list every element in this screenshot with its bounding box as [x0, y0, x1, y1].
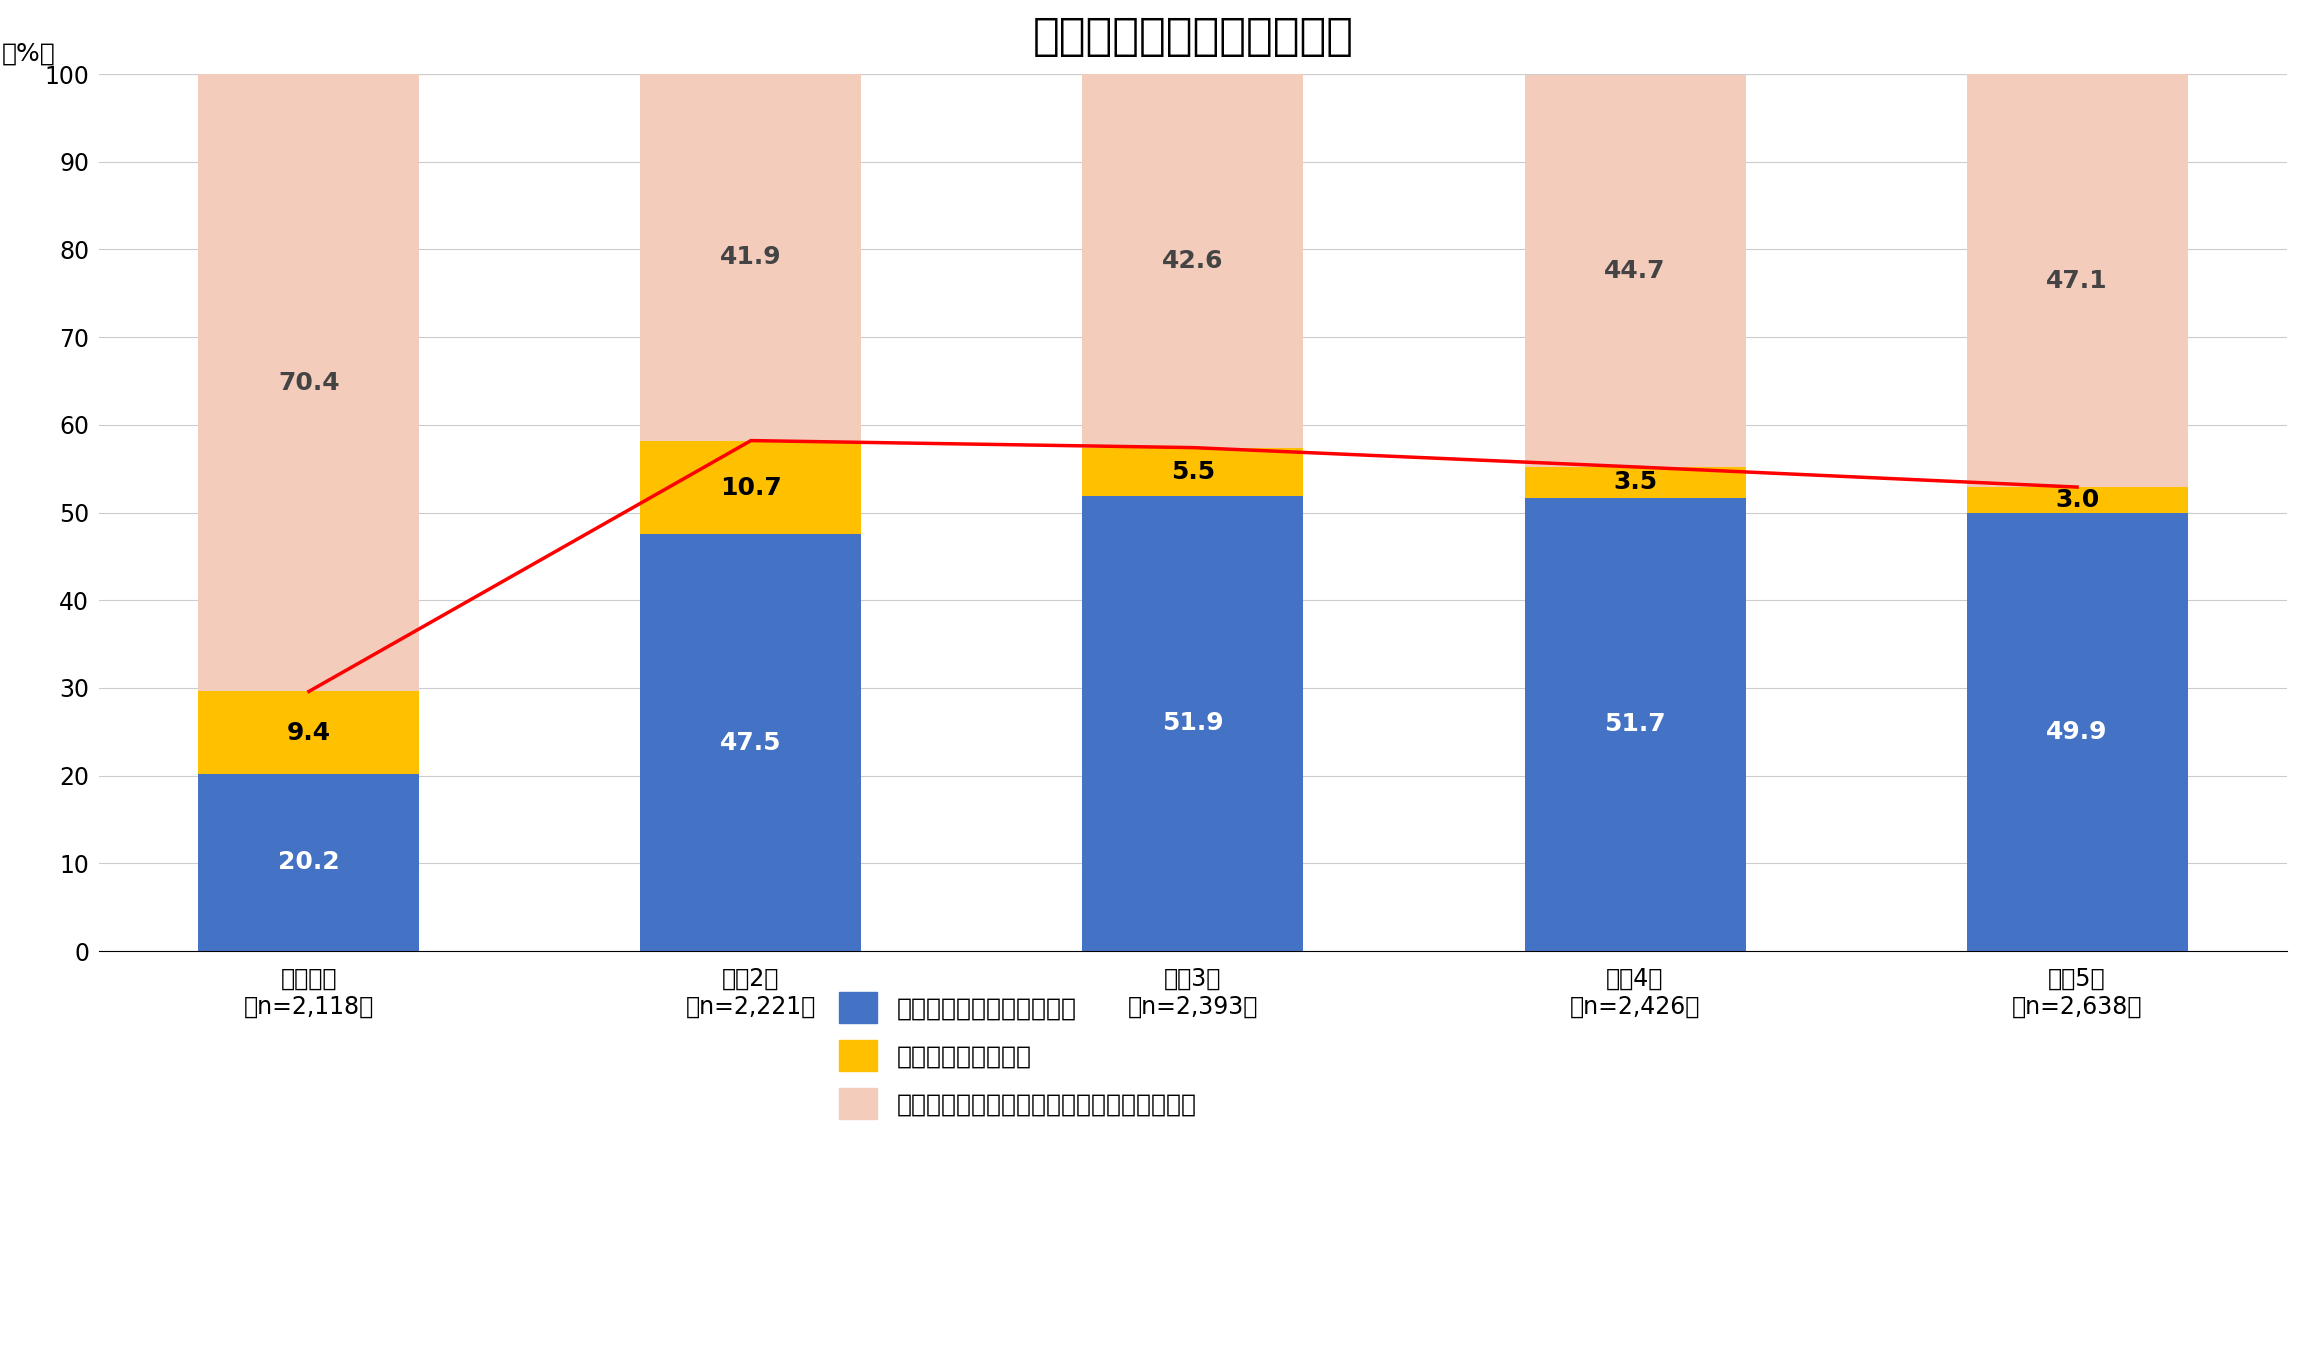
Text: 3.0: 3.0: [2056, 489, 2099, 512]
Text: 47.1: 47.1: [2046, 268, 2109, 293]
Text: 42.6: 42.6: [1163, 249, 1225, 272]
Bar: [1966, 487, 2187, 513]
Legend: テレワークを導入している, 今後導入予定がある, 導入していないし、具体的な導入予定もない: テレワークを導入している, 今後導入予定がある, 導入していないし、具体的な導入…: [826, 980, 1209, 1131]
Bar: [1966, 513, 2187, 951]
Text: 20.2: 20.2: [279, 851, 341, 874]
Bar: [1524, 75, 1745, 467]
Bar: [198, 774, 419, 951]
Text: 44.7: 44.7: [1604, 259, 1667, 283]
Bar: [640, 73, 861, 441]
Y-axis label: （%）: （%）: [2, 41, 55, 65]
Text: 10.7: 10.7: [721, 475, 783, 499]
Bar: [198, 73, 419, 691]
Bar: [1966, 73, 2187, 487]
Bar: [1082, 448, 1303, 495]
Bar: [640, 441, 861, 535]
Text: 51.9: 51.9: [1163, 712, 1225, 735]
Text: 3.5: 3.5: [1614, 471, 1657, 494]
Text: 47.5: 47.5: [721, 731, 783, 755]
Text: 49.9: 49.9: [2046, 720, 2109, 744]
Bar: [1082, 73, 1303, 448]
Bar: [1524, 467, 1745, 498]
Text: 51.7: 51.7: [1604, 712, 1667, 736]
Bar: [198, 691, 419, 774]
Text: 41.9: 41.9: [721, 245, 783, 269]
Bar: [1082, 495, 1303, 951]
Title: 企業のテレワーク導入状況: 企業のテレワーク導入状況: [1034, 15, 1354, 59]
Text: 70.4: 70.4: [279, 370, 341, 395]
Bar: [640, 535, 861, 951]
Bar: [1524, 498, 1745, 951]
Text: 5.5: 5.5: [1172, 460, 1215, 483]
Text: 9.4: 9.4: [288, 720, 331, 744]
